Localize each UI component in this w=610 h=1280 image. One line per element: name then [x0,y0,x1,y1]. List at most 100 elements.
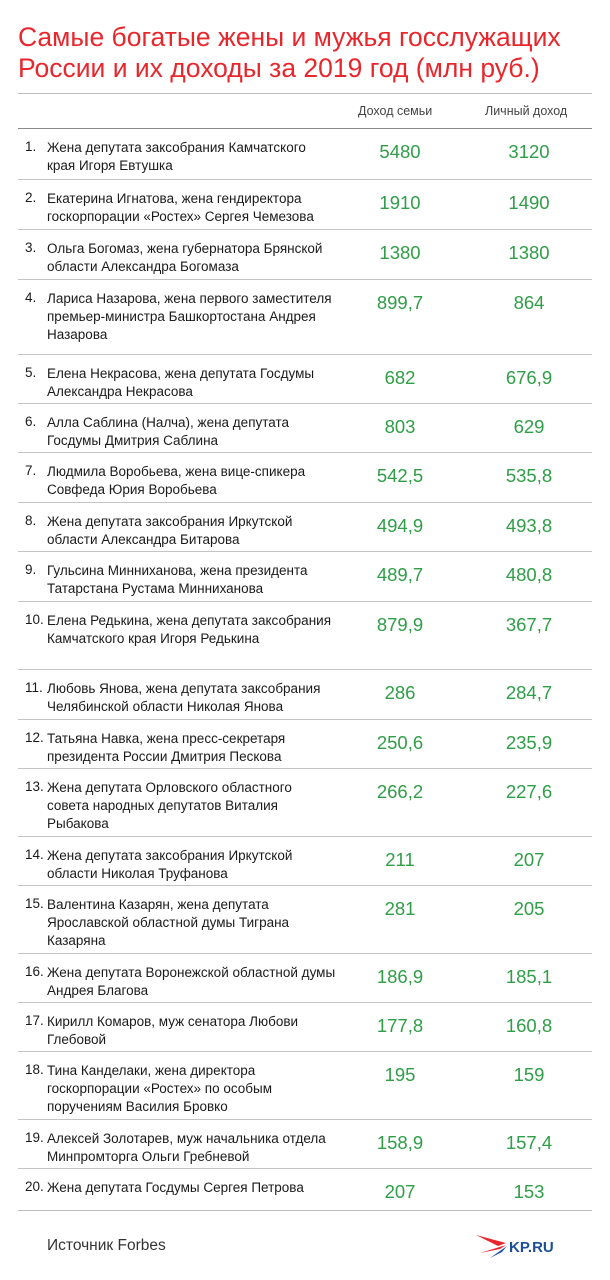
family-income-value: 879,9 [376,614,424,635]
table-row: 2. Екатерина Игнатова, жена гендиректора … [18,179,592,230]
row-rank: 5. [25,365,37,380]
row-rank: 11. [25,680,43,695]
kp-ru-logo: KP.RU [476,1231,576,1261]
family-income-value: 158,9 [376,1132,424,1153]
family-income-value: 177,8 [376,1015,424,1036]
personal-income-value: 1490 [508,192,550,213]
table-row: 16. Жена депутата Воронежской областной д… [18,953,592,1003]
row-name: Тина Канделаки, жена директора госкорпор… [47,1063,272,1114]
personal-income-value: 227,6 [505,781,553,802]
family-income-value: 286 [384,682,416,703]
row-rank: 12. [25,730,44,745]
row-name: Ольга Богомаз, жена губернатора Брянской… [47,241,323,274]
family-income-value: 186,9 [376,966,424,987]
table-row: 14. Жена депутата заксобрания Иркутской о… [18,836,592,886]
row-name: Кирилл Комаров, муж сенатора Любови Глеб… [47,1014,299,1047]
family-income-value: 281 [384,898,416,919]
row-rank: 9. [25,562,37,577]
family-income-value: 899,7 [376,292,424,313]
top-divider [18,93,592,94]
row-rank: 4. [25,290,37,305]
table-row: 8. Жена депутата заксобрания Иркутской об… [18,502,592,552]
footer-divider [18,1210,592,1211]
row-rank: 18. [25,1062,44,1077]
row-name: Любовь Янова, жена депутата заксобрания … [47,681,321,714]
family-income-value: 542,5 [376,465,424,486]
personal-income-value: 480,8 [505,564,553,585]
personal-income-value: 676,9 [505,367,553,388]
row-name: Валентина Казарян, жена депутата Ярослав… [47,897,290,948]
table-row: 6. Алла Саблина (Налча), жена депутата Го… [18,403,592,453]
row-rank: 20. [25,1179,44,1194]
row-rank: 2. [25,190,37,205]
title-line-1: Самые богатые жены и мужья госслужащих [18,22,561,52]
personal-income-value: 235,9 [505,732,553,753]
table-row: 20. Жена депутата Госдумы Сергея Петрова 2… [18,1168,592,1211]
row-rank: 17. [25,1013,44,1028]
family-income-value: 250,6 [376,732,424,753]
row-name: Жена депутата Госдумы Сергея Петрова [47,1180,304,1195]
row-name: Жена депутата заксобрания Камчатского кр… [47,140,306,173]
table-row: 10. Елена Редькина, жена депутата заксобр… [18,601,592,670]
family-income-value: 1380 [379,242,421,263]
row-name: Елена Редькина, жена депутата заксобрани… [47,613,332,646]
row-rank: 14. [25,847,44,862]
personal-income-value: 3120 [508,141,550,162]
table-row: 18. Тина Канделаки, жена директора госкор… [18,1051,592,1120]
row-name: Алла Саблина (Налча), жена депутата Госд… [47,415,290,448]
row-name: Жена депутата заксобрания Иркутской обла… [47,848,293,881]
table-row: 7. Людмила Воробьева, жена вице-спикера С… [18,452,592,503]
personal-income-value: 367,7 [505,614,553,635]
family-income-value: 195 [384,1064,416,1085]
table-row: 5. Елена Некрасова, жена депутата Госдумы… [18,354,592,404]
row-rank: 6. [25,414,37,429]
family-income-value: 494,9 [376,515,424,536]
table-row: 3. Ольга Богомаз, жена губернатора Брянск… [18,229,592,280]
row-name: Лариса Назарова, жена первого заместител… [47,291,332,342]
table-row: 9. Гульсина Минниханова, жена президента … [18,551,592,602]
row-rank: 10. [25,612,44,627]
personal-income-value: 207 [513,849,545,870]
personal-income-value: 185,1 [505,966,553,987]
personal-income-value: 159 [513,1064,545,1085]
table-row: 1. Жена депутата заксобрания Камчатского … [18,128,592,180]
personal-income-value: 535,8 [505,465,553,486]
family-income-value: 682 [384,367,416,388]
row-name: Алексей Золотарев, муж начальника отдела… [47,1131,326,1164]
row-name: Гульсина Минниханова, жена президента Та… [47,563,308,596]
table-row: 4. Лариса Назарова, жена первого заместит… [18,279,592,355]
row-rank: 15. [25,896,44,911]
family-income-value: 803 [384,416,416,437]
personal-income-value: 157,4 [505,1132,553,1153]
personal-income-value: 1380 [508,242,550,263]
row-rank: 16. [25,964,44,979]
title-line-2: России и их доходы за 2019 год (млн руб.… [18,53,540,83]
personal-income-value: 153 [513,1181,545,1202]
row-name: Татьяна Навка, жена пресс-секретаря през… [47,731,286,764]
row-name: Людмила Воробьева, жена вице-спикера Сов… [47,464,306,497]
chart-title: Самые богатые жены и мужья госслужащих Р… [18,22,598,84]
table-row: 19. Алексей Золотарев, муж начальника отд… [18,1119,592,1169]
row-rank: 3. [25,240,37,255]
table-row: 17. Кирилл Комаров, муж сенатора Любови Г… [18,1002,592,1052]
row-rank: 1. [25,139,37,154]
family-income-value: 266,2 [376,781,424,802]
table-row: 15. Валентина Казарян, жена депутата Ярос… [18,885,592,954]
personal-income-value: 493,8 [505,515,553,536]
kp-ru-logo-mark: KP.RU [476,1235,554,1258]
row-name: Елена Некрасова, жена депутата Госдумы А… [47,366,315,399]
personal-income-value: 160,8 [505,1015,553,1036]
family-income-value: 207 [384,1181,416,1202]
personal-income-value: 205 [513,898,545,919]
table-row: 12. Татьяна Навка, жена пресс-секретаря п… [18,719,592,769]
source-note: Источник Forbes [47,1237,166,1254]
column-header-personal-income: Личный доход [485,104,568,118]
row-rank: 7. [25,463,37,478]
row-rank: 8. [25,513,37,528]
family-income-value: 211 [385,849,415,870]
family-income-value: 489,7 [376,564,424,585]
personal-income-value: 864 [513,292,545,313]
row-rank: 19. [25,1130,44,1145]
table-row: 13. Жена депутата Орловского областного с… [18,768,592,837]
table-row: 11. Любовь Янова, жена депутата заксобран… [18,669,592,720]
